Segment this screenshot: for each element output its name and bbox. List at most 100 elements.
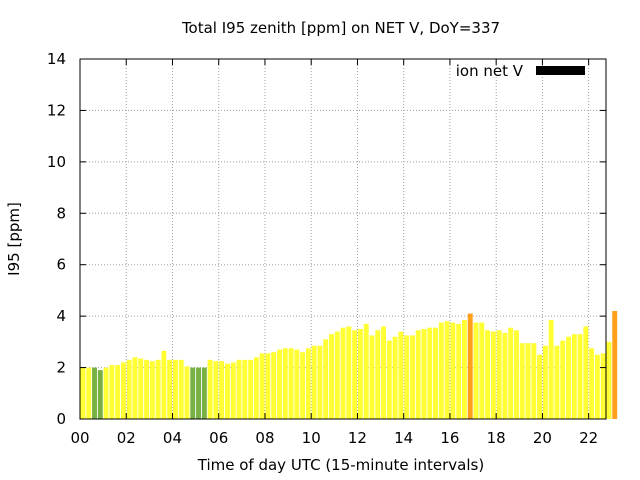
bar xyxy=(144,359,149,419)
x-tick-label: 00 xyxy=(70,429,89,447)
legend-swatch xyxy=(536,66,585,75)
bar xyxy=(606,341,612,419)
plot-frame xyxy=(79,58,607,420)
bar xyxy=(300,352,306,419)
bar xyxy=(340,327,346,419)
bar xyxy=(531,343,537,419)
bar xyxy=(548,320,554,419)
bar xyxy=(583,326,589,419)
bar xyxy=(225,363,230,419)
y-tick-label: 12 xyxy=(47,101,66,119)
bar xyxy=(265,353,271,419)
bar xyxy=(120,362,126,419)
bar xyxy=(86,367,92,419)
bar xyxy=(236,359,242,419)
bar xyxy=(508,327,514,419)
bar xyxy=(554,345,560,419)
bar xyxy=(219,361,225,419)
x-tick-label: 22 xyxy=(579,429,598,447)
x-tick-label: 08 xyxy=(255,429,274,447)
bar xyxy=(514,330,519,419)
y-tick-label: 14 xyxy=(47,50,66,68)
bar xyxy=(560,340,566,419)
x-tick-label: 02 xyxy=(117,429,136,447)
bar xyxy=(433,327,439,419)
bar xyxy=(502,332,508,419)
bar xyxy=(479,322,485,419)
bar xyxy=(92,367,97,419)
bar xyxy=(196,367,202,419)
y-tick-label: 2 xyxy=(56,359,66,377)
bar xyxy=(213,361,219,419)
legend: ion net V xyxy=(456,62,585,80)
bar xyxy=(172,359,178,419)
bar xyxy=(178,359,184,419)
bar xyxy=(230,362,236,419)
bar xyxy=(305,348,311,419)
bar xyxy=(496,330,502,419)
bar xyxy=(381,326,386,419)
bar xyxy=(525,343,531,419)
bar xyxy=(277,349,282,419)
bar xyxy=(415,330,421,419)
bar xyxy=(329,334,334,419)
bar xyxy=(346,326,352,419)
x-tick-label: 16 xyxy=(440,429,459,447)
bar xyxy=(201,367,207,419)
ticks xyxy=(79,58,606,420)
bars xyxy=(80,311,618,419)
bar xyxy=(398,331,404,419)
y-axis-label: I95 [ppm] xyxy=(5,202,23,276)
bar xyxy=(438,322,444,419)
bar xyxy=(461,320,467,419)
bar xyxy=(334,331,340,419)
bar xyxy=(253,357,259,419)
x-tick-label: 14 xyxy=(394,429,413,447)
bar xyxy=(409,335,415,419)
bar xyxy=(404,335,410,419)
bar xyxy=(392,336,398,419)
bar xyxy=(242,359,248,419)
bar xyxy=(207,359,213,419)
bar xyxy=(282,348,288,419)
bar xyxy=(375,330,381,419)
bar xyxy=(294,349,300,419)
y-tick-label: 8 xyxy=(56,204,66,222)
x-tick-label: 18 xyxy=(487,429,506,447)
bar xyxy=(566,336,571,419)
x-tick-label: 20 xyxy=(533,429,552,447)
x-tick-label: 06 xyxy=(209,429,228,447)
x-tick-label: 04 xyxy=(163,429,182,447)
bar xyxy=(259,353,265,419)
bar xyxy=(589,348,595,419)
chart-title: Total I95 zenith [ppm] on NET V, DoY=337 xyxy=(181,19,500,37)
bar xyxy=(103,367,109,419)
bar xyxy=(97,370,103,419)
bar xyxy=(363,323,369,419)
y-tick-label: 4 xyxy=(56,307,66,325)
bar xyxy=(288,348,294,419)
bar xyxy=(450,322,456,419)
bar xyxy=(456,323,462,419)
bar xyxy=(427,327,433,419)
bar xyxy=(109,365,115,419)
bar xyxy=(138,358,144,419)
bar xyxy=(184,366,190,419)
bar xyxy=(248,359,254,419)
bar xyxy=(571,334,577,419)
bar xyxy=(369,335,375,419)
bar xyxy=(155,359,161,419)
bar xyxy=(323,339,329,419)
bar xyxy=(612,311,618,419)
y-tick-label: 10 xyxy=(47,153,66,171)
x-axis-label: Time of day UTC (15-minute intervals) xyxy=(197,456,484,474)
grid-lines xyxy=(80,59,606,419)
bar xyxy=(132,357,138,419)
y-tick-label: 6 xyxy=(56,256,66,274)
bar xyxy=(467,313,473,419)
bar xyxy=(537,354,543,419)
bar xyxy=(600,353,606,419)
y-tick-label: 0 xyxy=(56,410,66,428)
bar xyxy=(519,343,525,419)
bar xyxy=(357,329,363,419)
